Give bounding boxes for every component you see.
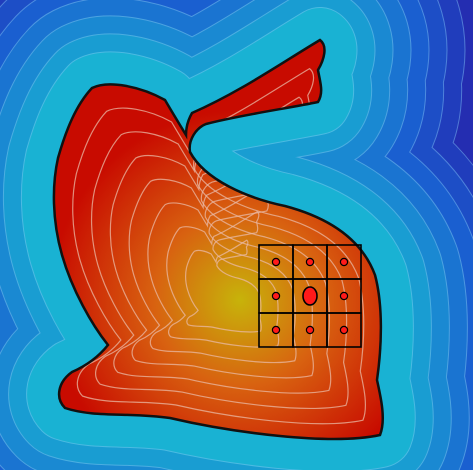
sample-grid — [258, 244, 362, 348]
center-sample — [302, 286, 318, 306]
neighbor-sample — [339, 325, 349, 335]
inside-contour-line — [185, 239, 262, 333]
neighbor-sample — [271, 325, 281, 335]
inside-contour-line — [72, 67, 366, 425]
neighbor-sample — [271, 291, 281, 301]
neighbor-sample — [339, 291, 349, 301]
neighbor-sample — [305, 257, 315, 267]
inside-contour-line — [147, 182, 297, 364]
neighbor-sample — [305, 325, 315, 335]
neighbor-sample — [271, 257, 281, 267]
inside-contour-line — [128, 153, 314, 379]
shape-boundary — [52, 38, 384, 441]
neighbor-sample — [339, 257, 349, 267]
grid-cell — [326, 312, 362, 348]
